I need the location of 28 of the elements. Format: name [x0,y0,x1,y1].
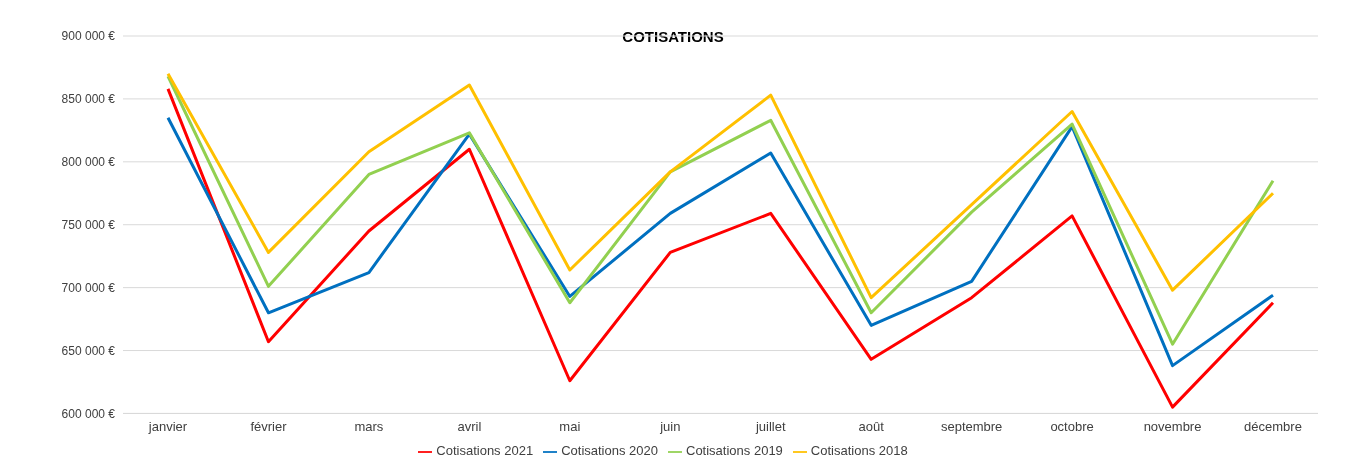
y-tick-label: 900 000 € [61,29,116,44]
legend-label: Cotisations 2018 [810,443,908,459]
line-series [166,87,1275,409]
x-tick-label: novembre [1143,418,1202,434]
y-tick-label: 700 000 € [61,280,116,295]
x-tick-label: juin [659,418,681,434]
x-tick-label: décembre [1244,418,1302,434]
y-tick-label: 600 000 € [61,406,116,421]
x-tick-label: août [858,418,885,434]
x-tick-label: mars [354,418,384,434]
x-tick-label: mai [559,418,581,434]
legend-label: Cotisations 2020 [561,443,658,459]
x-tick-label: juillet [754,418,786,434]
legend-label: Cotisations 2019 [686,443,783,459]
legend-label: Cotisations 2021 [436,443,534,459]
line-series [166,116,1275,368]
x-tick-label: avril [457,418,482,434]
x-tick-label: septembre [940,418,1003,434]
x-tick-label: février [250,418,288,434]
y-tick-label: 800 000 € [61,155,116,170]
x-tick-label: octobre [1050,418,1094,434]
line-series [166,74,1275,346]
line-series [166,72,1275,300]
y-tick-label: 850 000 € [61,92,116,107]
y-tick-label: 750 000 € [61,217,116,232]
y-tick-label: 650 000 € [61,343,116,358]
x-tick-label: janvier [147,418,188,434]
chart-title: COTISATIONS [622,28,724,45]
